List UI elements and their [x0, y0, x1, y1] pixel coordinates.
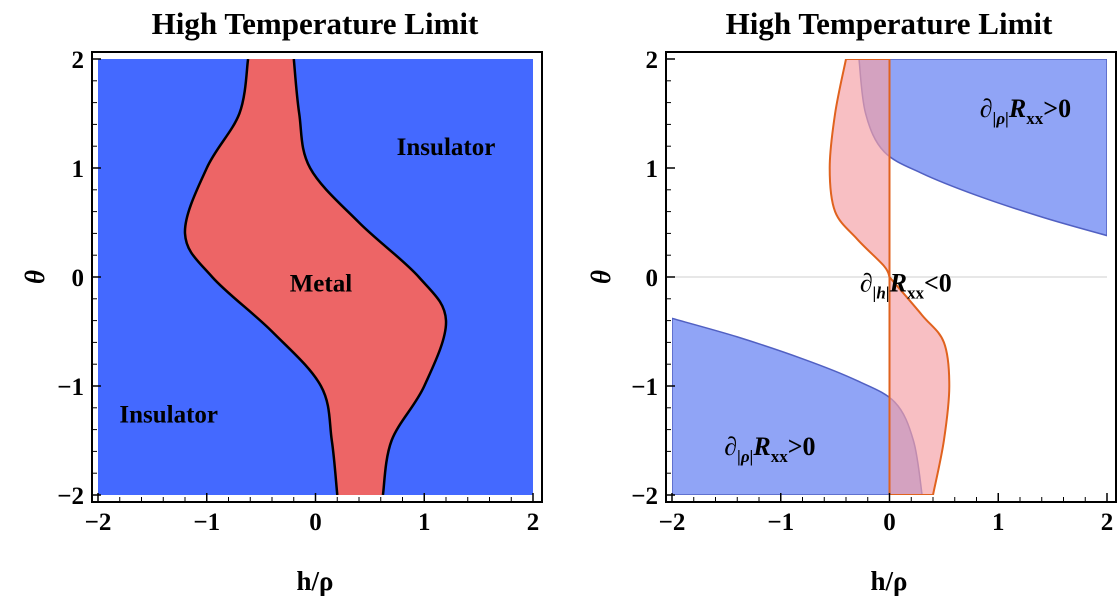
right-panel: High Temperature Limit −2 −1 0 1 2 2 1 0 −1 −2 ∂… — [586, 6, 1117, 596]
y-tick-label: −1 — [57, 374, 84, 401]
y-tick-label: 2 — [72, 47, 85, 74]
x-tick-label: −2 — [659, 509, 686, 536]
x-tick-label: 0 — [309, 509, 322, 536]
x-tick-label: 1 — [992, 509, 1005, 536]
derivative-annotation: ∂|h|Rxx<0 — [860, 268, 952, 302]
derivative-annotation: ∂|ρ|Rxx>0 — [724, 432, 815, 466]
y-tick-label: 1 — [646, 156, 659, 183]
y-tick-label: −2 — [631, 483, 658, 510]
y-tick-label: −1 — [631, 374, 658, 401]
region-label: Insulator — [119, 401, 218, 428]
x-tick-label: 1 — [418, 509, 431, 536]
x-tick-label: 2 — [527, 509, 540, 536]
right-x-ticks: −2 −1 0 1 2 — [659, 493, 1114, 536]
right-annotations: ∂|ρ|Rxx>0 ∂|h|Rxx<0 ∂|ρ|Rxx>0 — [724, 94, 1071, 466]
x-tick-label: 2 — [1101, 509, 1114, 536]
x-tick-label: −1 — [193, 509, 220, 536]
y-tick-label: −2 — [57, 483, 84, 510]
y-tick-label: 0 — [72, 265, 85, 292]
right-chart-title: High Temperature Limit — [726, 6, 1053, 41]
left-chart-title: High Temperature Limit — [152, 6, 479, 41]
metal-region — [184, 59, 447, 495]
region-label: Insulator — [397, 134, 496, 161]
left-region-labels: Insulator Metal Insulator — [119, 134, 495, 428]
x-tick-label: −2 — [85, 509, 112, 536]
right-y-ticks: 2 1 0 −1 −2 — [631, 47, 675, 510]
x-tick-label: 0 — [883, 509, 896, 536]
left-y-ticks: 2 1 0 −1 −2 — [57, 47, 101, 510]
region-label: Metal — [290, 270, 353, 297]
y-tick-label: 0 — [646, 265, 659, 292]
x-tick-label: −1 — [767, 509, 794, 536]
metal-right-boundary — [292, 59, 448, 495]
left-y-axis-label: θ — [20, 270, 50, 284]
left-panel: High Temperature Limit −2 −1 0 1 2 2 1 0 −1 −2 I… — [20, 6, 543, 596]
left-x-axis-label: h/ρ — [297, 566, 334, 596]
right-y-axis-label: θ — [586, 270, 616, 284]
y-tick-label: 2 — [646, 47, 659, 74]
derivative-annotation: ∂|ρ|Rxx>0 — [980, 94, 1071, 128]
y-tick-label: 1 — [72, 156, 85, 183]
right-x-axis-label: h/ρ — [871, 566, 908, 596]
dh-negative-region — [828, 59, 951, 495]
left-x-ticks: −2 −1 0 1 2 — [85, 493, 540, 536]
metal-left-boundary — [183, 59, 339, 495]
